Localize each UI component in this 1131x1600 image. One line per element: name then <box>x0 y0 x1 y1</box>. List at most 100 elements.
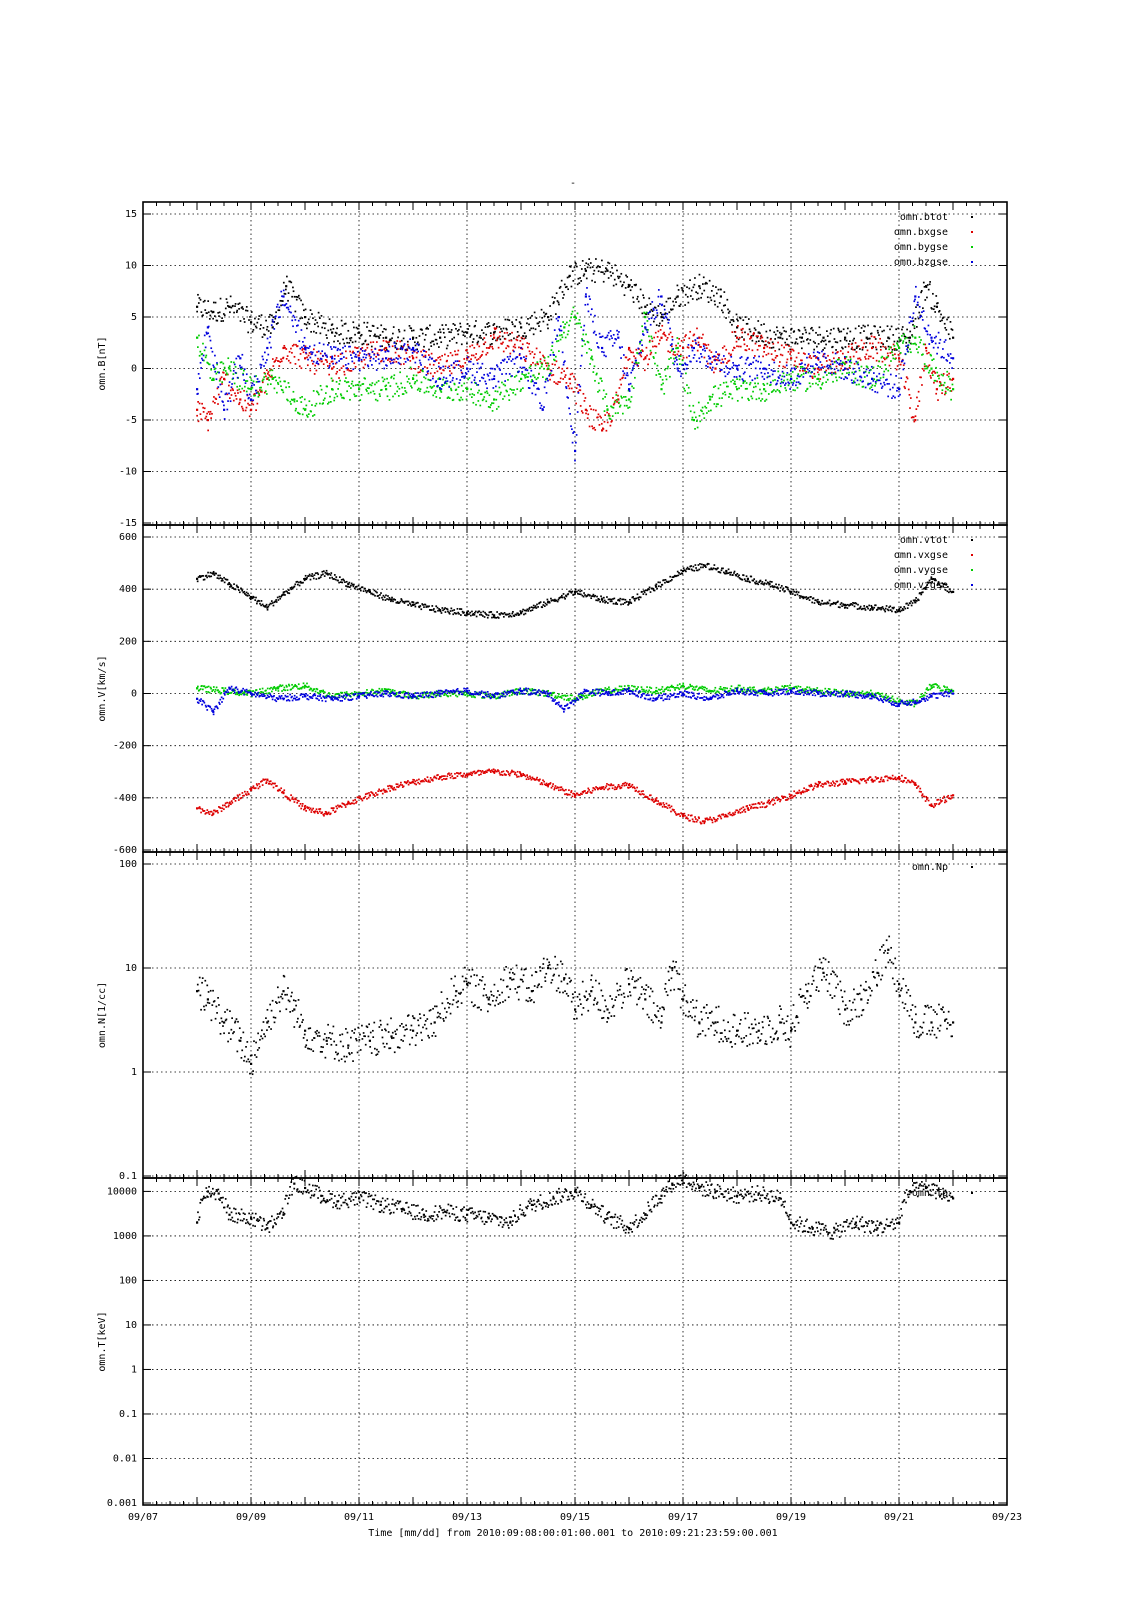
data-point <box>789 388 791 390</box>
data-point <box>280 304 282 307</box>
data-point <box>800 341 803 343</box>
data-point <box>535 317 538 319</box>
data-point <box>882 345 884 348</box>
data-point <box>852 382 855 384</box>
data-point <box>476 341 479 344</box>
data-point <box>501 373 503 375</box>
data-point <box>755 340 758 343</box>
data-point <box>882 376 885 379</box>
data-point <box>238 591 241 594</box>
data-point <box>536 603 538 606</box>
data-point <box>938 385 941 387</box>
data-point <box>333 354 336 357</box>
data-point <box>481 329 483 332</box>
data-point <box>466 613 469 616</box>
data-point <box>457 611 460 614</box>
data-point <box>358 388 361 391</box>
data-point <box>852 601 854 604</box>
data-point <box>639 340 642 343</box>
data-point <box>678 305 681 307</box>
data-point <box>234 305 236 307</box>
data-point <box>303 579 306 582</box>
data-point <box>857 363 860 366</box>
data-point <box>675 344 677 347</box>
data-point <box>898 357 901 360</box>
data-point <box>717 571 720 573</box>
data-point <box>470 358 472 361</box>
data-point <box>274 376 277 378</box>
data-point <box>863 342 865 345</box>
data-point <box>353 362 356 365</box>
data-point <box>590 597 593 600</box>
data-point <box>928 351 930 354</box>
data-point <box>371 351 374 353</box>
data-point <box>727 308 729 311</box>
data-point <box>406 343 409 346</box>
data-point <box>387 350 390 353</box>
data-point <box>856 379 859 382</box>
data-point <box>239 364 241 367</box>
data-point <box>930 577 933 580</box>
data-point <box>601 380 603 382</box>
data-point <box>260 324 262 326</box>
data-point <box>531 351 534 353</box>
data-point <box>802 340 805 343</box>
data-point <box>935 295 938 297</box>
data-point <box>927 288 930 291</box>
data-point <box>858 369 861 372</box>
data-point <box>528 350 531 353</box>
data-point <box>473 613 476 616</box>
data-point <box>732 379 734 381</box>
data-point <box>851 382 854 384</box>
data-point <box>289 361 292 364</box>
data-point <box>809 375 812 378</box>
data-point <box>452 361 455 364</box>
data-point <box>576 592 579 595</box>
data-point <box>902 359 904 362</box>
data-point <box>454 350 456 353</box>
data-point <box>597 413 600 416</box>
data-point <box>598 424 601 426</box>
data-point <box>470 614 472 617</box>
data-point <box>211 412 213 415</box>
data-point <box>843 338 846 341</box>
data-point <box>361 350 364 352</box>
data-point <box>225 578 228 581</box>
data-point <box>363 358 366 361</box>
data-point <box>725 569 728 573</box>
data-point <box>559 334 561 337</box>
data-point <box>738 387 740 390</box>
data-point <box>625 274 627 277</box>
data-point <box>210 575 213 578</box>
data-point <box>728 392 731 395</box>
data-point <box>834 341 837 343</box>
data-point <box>521 348 524 350</box>
data-point <box>588 295 591 298</box>
data-point <box>832 357 835 360</box>
data-point <box>744 316 747 318</box>
data-point <box>791 341 794 344</box>
data-point <box>541 316 544 319</box>
data-point <box>304 408 307 410</box>
data-point <box>810 596 812 598</box>
data-point <box>750 335 753 337</box>
data-point <box>276 391 278 394</box>
data-point <box>294 409 297 412</box>
data-point <box>945 387 948 390</box>
data-point <box>508 373 511 375</box>
data-point <box>398 362 401 365</box>
data-point <box>736 365 739 367</box>
data-point <box>801 362 803 365</box>
data-point <box>350 354 352 356</box>
data-point <box>280 385 282 388</box>
data-point <box>816 345 818 348</box>
data-point <box>628 383 630 386</box>
data-point <box>807 371 810 374</box>
data-point <box>523 613 525 616</box>
data-point <box>919 376 921 379</box>
data-point <box>410 385 412 387</box>
data-point <box>766 345 769 348</box>
data-point <box>529 365 532 367</box>
data-point <box>608 417 611 420</box>
data-point <box>227 400 229 402</box>
